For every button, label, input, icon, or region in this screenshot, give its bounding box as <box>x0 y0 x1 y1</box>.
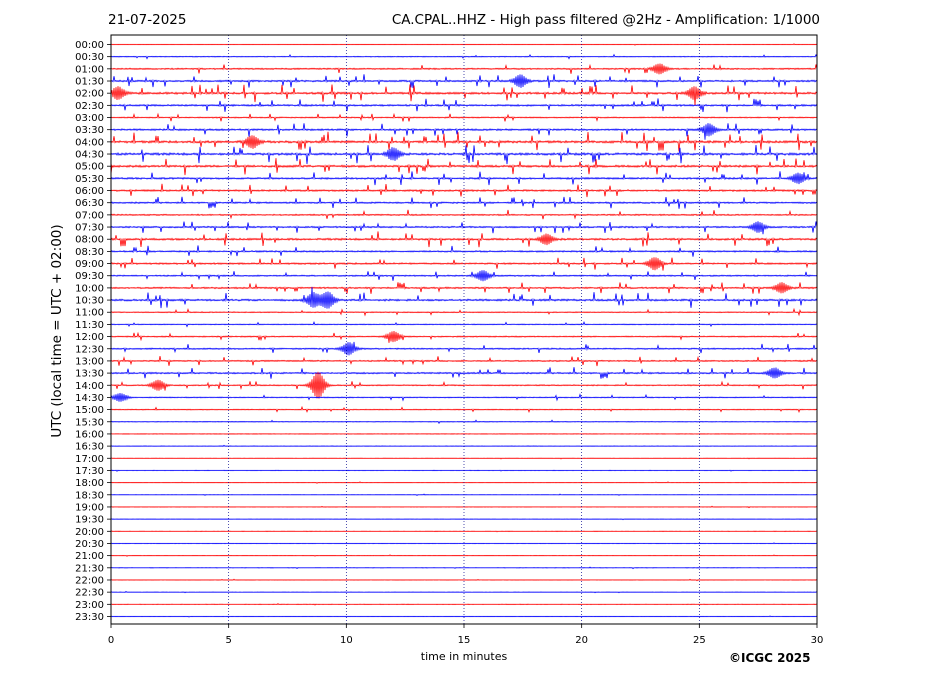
chart-title: CA.CPAL..HHZ - High pass filtered @2Hz -… <box>391 12 820 28</box>
trace-1500 <box>110 405 818 413</box>
x-axis-ticks: 0 5 10 15 20 25 30 <box>108 624 824 646</box>
trace-2000 <box>110 530 818 533</box>
y-tick-label: 19:30 <box>75 515 104 526</box>
trace-2300 <box>110 603 818 606</box>
trace-1300 <box>110 355 818 367</box>
x-tick-label: 20 <box>575 635 588 646</box>
y-tick-label: 06:00 <box>75 186 104 197</box>
y-tick-label: 03:30 <box>75 125 104 136</box>
trace-2100 <box>110 554 818 557</box>
trace-0700 <box>110 209 818 220</box>
y-tick-label: 05:30 <box>75 174 104 185</box>
y-tick-label: 16:00 <box>75 429 104 440</box>
trace-2230 <box>110 590 818 594</box>
trace-0630 <box>110 196 818 209</box>
y-tick-label: 21:30 <box>75 563 104 574</box>
y-tick-label: 12:00 <box>75 332 104 343</box>
y-tick-label: 04:30 <box>75 150 104 161</box>
trace-1400 <box>110 371 818 399</box>
trace-0500 <box>110 158 818 176</box>
x-tick-label: 30 <box>811 635 824 646</box>
x-tick-label: 0 <box>108 635 114 646</box>
y-tick-label: 14:00 <box>75 381 104 392</box>
trace-2130 <box>110 566 818 570</box>
trace-0530 <box>110 171 818 186</box>
y-tick-label: 11:00 <box>75 308 104 319</box>
x-tick-label: 5 <box>225 635 231 646</box>
header-date: 21-07-2025 <box>108 12 187 28</box>
y-tick-label: 03:00 <box>75 113 104 124</box>
y-tick-label: 02:00 <box>75 89 104 100</box>
y-tick-label: 21:00 <box>75 551 104 562</box>
y-tick-label: 09:00 <box>75 259 104 270</box>
trace-0300 <box>110 112 818 122</box>
trace-1430 <box>110 393 818 402</box>
y-tick-label: 22:30 <box>75 588 104 599</box>
y-tick-label: 10:00 <box>75 283 104 294</box>
trace-0600 <box>110 183 818 198</box>
trace-0330 <box>110 123 818 140</box>
y-tick-label: 00:30 <box>75 52 104 63</box>
trace-2330 <box>110 615 818 618</box>
y-tick-label: 08:30 <box>75 247 104 258</box>
trace-0400 <box>110 131 818 152</box>
y-tick-label: 15:00 <box>75 405 104 416</box>
trace-2030 <box>110 542 818 545</box>
y-tick-label: 04:00 <box>75 137 104 148</box>
y-axis-label: UTC (local time = UTC + 02:00) <box>49 224 65 438</box>
y-tick-label: 16:30 <box>75 442 104 453</box>
y-tick-label: 13:30 <box>75 369 104 380</box>
seismic-traces <box>110 43 818 618</box>
trace-1530 <box>110 419 818 425</box>
y-tick-label: 08:00 <box>75 235 104 246</box>
y-tick-label: 23:30 <box>75 612 104 623</box>
y-tick-label: 01:00 <box>75 64 104 75</box>
y-tick-label: 23:00 <box>75 600 104 611</box>
y-tick-label: 20:30 <box>75 539 104 550</box>
y-tick-label: 02:30 <box>75 101 104 112</box>
y-tick-label: 19:00 <box>75 502 104 513</box>
x-axis-label: time in minutes <box>420 650 508 663</box>
y-tick-label: 06:30 <box>75 198 104 209</box>
y-tick-label: 09:30 <box>75 271 104 282</box>
trace-2200 <box>110 578 818 582</box>
trace-1330 <box>110 367 818 379</box>
y-tick-label: 18:30 <box>75 490 104 501</box>
x-tick-label: 15 <box>458 635 471 646</box>
y-tick-label: 18:00 <box>75 478 104 489</box>
y-tick-label: 12:30 <box>75 344 104 355</box>
y-tick-label: 14:30 <box>75 393 104 404</box>
y-tick-label: 20:00 <box>75 527 104 538</box>
y-tick-label: 00:00 <box>75 40 104 51</box>
y-tick-label: 15:30 <box>75 417 104 428</box>
y-tick-label: 17:30 <box>75 466 104 477</box>
y-tick-label: 10:30 <box>75 296 104 307</box>
trace-1230 <box>110 341 818 356</box>
y-tick-label: 11:30 <box>75 320 104 331</box>
x-tick-label: 10 <box>340 635 353 646</box>
y-tick-label: 13:00 <box>75 356 104 367</box>
y-tick-label: 01:30 <box>75 77 104 88</box>
y-tick-label: 07:00 <box>75 210 104 221</box>
trace-1200 <box>110 331 818 343</box>
trace-1130 <box>110 321 818 328</box>
y-tick-label: 17:00 <box>75 454 104 465</box>
y-tick-label: 05:00 <box>75 162 104 173</box>
y-tick-label: 07:30 <box>75 223 104 234</box>
x-tick-label: 25 <box>693 635 706 646</box>
copyright-label: ©ICGC 2025 <box>729 651 811 665</box>
y-tick-label: 22:00 <box>75 575 104 586</box>
vertical-gridlines <box>228 35 700 624</box>
